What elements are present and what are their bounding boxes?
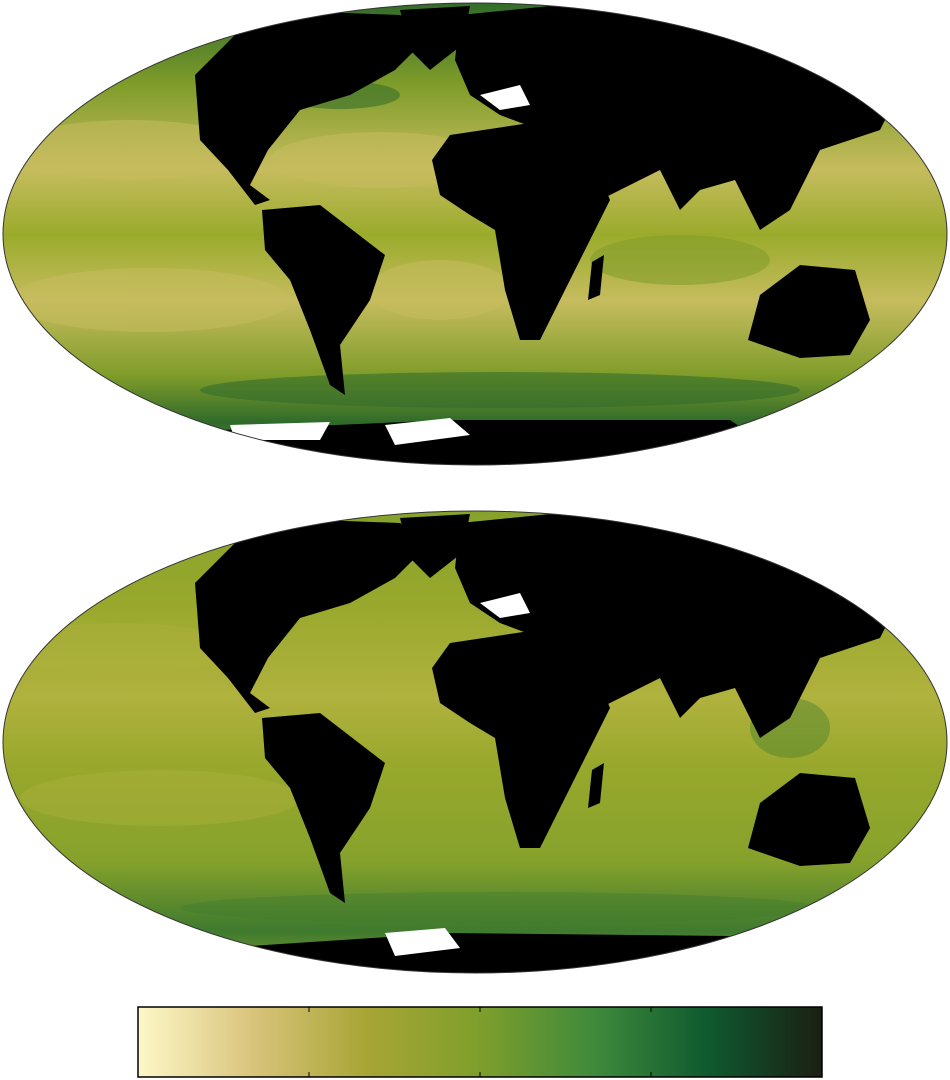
- north-atlantic-gyre: [270, 132, 490, 188]
- indian-ocean-band: [590, 235, 770, 285]
- south-atlantic-gyre: [370, 260, 510, 320]
- madagascar: [588, 763, 604, 808]
- africa: [432, 120, 610, 340]
- australia: [748, 265, 870, 358]
- madagascar: [588, 255, 604, 300]
- ocean-patches: [3, 623, 830, 924]
- colorbar: [137, 1006, 823, 1078]
- south-pacific-band: [20, 770, 300, 826]
- arctic-ice: [480, 593, 530, 618]
- ross-ice: [385, 418, 470, 445]
- map-frame: [2, 2, 948, 466]
- antarctic-ice-shelf: [230, 422, 330, 440]
- australia: [748, 773, 870, 866]
- arctic-ice: [480, 85, 530, 110]
- ross-ice: [385, 928, 460, 956]
- sea-ice: [385, 593, 530, 956]
- map-panel-bottom: [2, 510, 948, 974]
- south-america: [262, 713, 385, 903]
- north-pacific-gyre: [10, 120, 250, 180]
- sea-ice: [230, 85, 530, 445]
- north-pacific-band: [3, 623, 240, 673]
- southern-ocean-band: [200, 372, 800, 408]
- colorbar-ticks: [137, 1007, 823, 1077]
- greenland: [400, 514, 470, 578]
- south-america: [262, 205, 385, 395]
- north-america: [195, 520, 430, 713]
- greenland: [400, 6, 470, 70]
- south-pacific-gyre: [10, 268, 290, 332]
- north-america: [195, 12, 430, 205]
- southern-ocean-band: [180, 892, 820, 924]
- map-panel-top: [2, 2, 948, 466]
- africa: [432, 628, 610, 848]
- colorbar-gradient: [137, 1006, 823, 1078]
- map-frame: [2, 510, 948, 974]
